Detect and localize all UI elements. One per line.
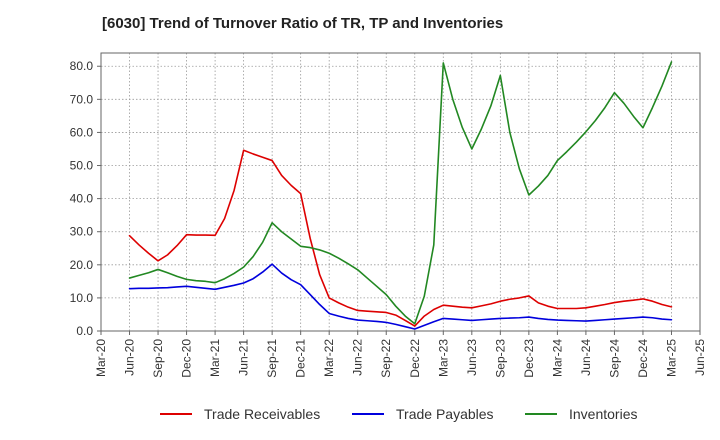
y-tick-label: 60.0 <box>70 125 94 139</box>
x-tick-label: Mar-23 <box>436 339 450 377</box>
x-tick-label: Sep-20 <box>151 339 165 378</box>
x-tick-label: Sep-21 <box>265 339 279 378</box>
x-tick-label: Jun-23 <box>465 339 479 376</box>
series-line-inventories <box>128 61 673 325</box>
x-tick-label: Mar-24 <box>550 339 564 377</box>
x-tick-label: Mar-21 <box>208 339 222 377</box>
x-tick-label: Mar-22 <box>322 339 336 377</box>
x-tick-label: Sep-24 <box>607 339 621 378</box>
legend: Trade Receivables Trade Payables Inventori… <box>160 406 637 422</box>
x-tick-label: Sep-23 <box>493 339 507 378</box>
chart-title: [6030] Trend of Turnover Ratio of TR, TP… <box>102 15 503 32</box>
x-tick-label: Jun-24 <box>579 339 593 376</box>
y-tick-label: 70.0 <box>70 92 94 106</box>
x-tick-label: Mar-20 <box>94 339 108 377</box>
x-axis: Mar-20 Jun-20 Sep-20 Dec-20 Mar-21 Jun-21 Sep-… <box>94 331 707 378</box>
y-tick-label: 0.0 <box>76 324 93 338</box>
legend-label-trade-receivables: Trade Receivables <box>204 406 320 422</box>
x-tick-label: Jun-22 <box>351 339 365 376</box>
x-tick-label: Jun-20 <box>123 339 137 376</box>
x-tick-label: Dec-23 <box>522 339 536 378</box>
x-tick-label: Mar-25 <box>664 339 678 377</box>
x-tick-label: Jun-21 <box>237 339 251 376</box>
series-line-trade-payables <box>128 263 673 330</box>
y-tick-label: 10.0 <box>70 291 94 305</box>
x-tick-label: Dec-22 <box>408 339 422 378</box>
legend-label-trade-payables: Trade Payables <box>396 406 494 422</box>
x-tick-label: Sep-22 <box>379 339 393 378</box>
x-tick-label: Jun-25 <box>693 339 707 376</box>
x-tick-label: Dec-24 <box>636 339 650 378</box>
y-tick-label: 80.0 <box>70 59 94 73</box>
y-axis: 0.0 10.0 20.0 30.0 40.0 50.0 60.0 70.0 80.0 <box>70 59 101 338</box>
y-tick-label: 30.0 <box>70 225 94 239</box>
plot-area-frame <box>100 52 701 332</box>
y-tick-label: 20.0 <box>70 258 94 272</box>
x-tick-label: Dec-21 <box>294 339 308 378</box>
series-line-trade-receivables <box>128 149 673 327</box>
x-tick-label: Dec-20 <box>180 339 194 378</box>
y-tick-label: 50.0 <box>70 159 94 173</box>
grid-lines <box>100 53 701 332</box>
legend-label-inventories: Inventories <box>569 406 637 422</box>
y-tick-label: 40.0 <box>70 192 94 206</box>
series-lines <box>128 61 673 330</box>
